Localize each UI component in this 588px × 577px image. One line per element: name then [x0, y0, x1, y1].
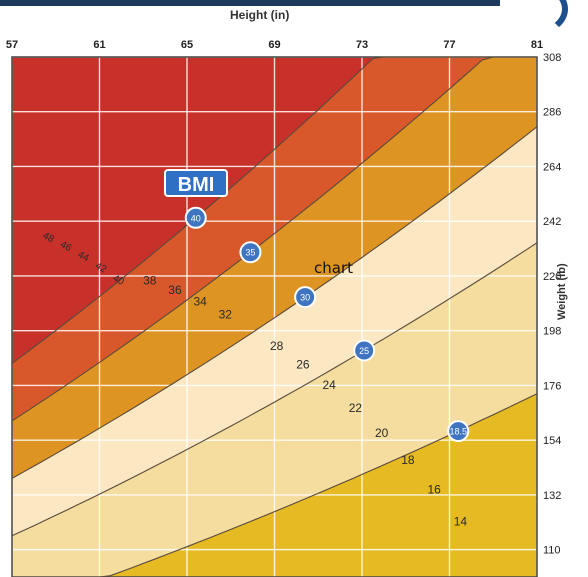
bmi-value-label: 18 [401, 453, 415, 467]
x-tick-label: 65 [181, 39, 193, 51]
bmi-value-label: 44 [76, 249, 91, 264]
bmi-value-label: 20 [375, 426, 389, 440]
y-tick-label: 286 [543, 107, 561, 119]
bmi-value-label: 28 [270, 339, 284, 353]
bmi-value-label: 36 [168, 283, 182, 297]
bmi-value-label: 22 [349, 401, 363, 415]
x-tick-label: 61 [93, 39, 105, 51]
bmi-badge: BMI [164, 169, 228, 197]
bmi-value-label: 46 [58, 239, 73, 254]
x-tick-labels: 57 61 65 69 73 77 81 [6, 39, 543, 51]
bmi-boundary-line [11, 126, 538, 479]
x-axis-title: Height (in) [230, 8, 290, 22]
bmi-value-label: 16 [428, 483, 442, 497]
plot-frame [11, 56, 538, 577]
bmi-marker-label: 25 [359, 346, 369, 356]
bmi-marker-label: 40 [191, 213, 201, 223]
bmi-value-label: 48 [41, 230, 56, 245]
bmi-marker-label: 18.5 [449, 427, 467, 437]
x-tick-label: 57 [6, 39, 18, 51]
bmi-value-label: 42 [93, 261, 108, 276]
bmi-value-label: 24 [323, 378, 337, 392]
bmi-marker [447, 420, 470, 443]
bmi-boundary-line [11, 242, 538, 537]
bmi-band [12, 57, 537, 421]
y-tick-label: 264 [543, 161, 561, 173]
bmi-marker [353, 339, 376, 362]
bmi-value-label: 38 [143, 273, 157, 287]
y-tick-label: 198 [543, 326, 561, 338]
y-tick-label: 308 [543, 52, 561, 64]
bmi-boundary-line [11, 56, 537, 422]
chart-annotation: chart [314, 259, 353, 277]
bmi-value-label: 26 [296, 358, 310, 372]
y-tick-label: 242 [543, 216, 561, 228]
x-tick-label: 81 [531, 39, 543, 51]
bmi-value-label: 40 [111, 273, 126, 288]
y-tick-label: 176 [543, 380, 561, 392]
bmi-boundary-line [11, 56, 537, 364]
bmi-marker [294, 286, 317, 309]
bmi-marker-label: 30 [300, 293, 310, 303]
bmi-marker [184, 206, 207, 229]
bmi-marker-label: 35 [245, 248, 255, 258]
bmi-badge-label: BMI [178, 174, 215, 196]
annotation: chart [314, 259, 353, 277]
y-tick-label: 154 [543, 435, 561, 447]
bmi-value-label: 32 [219, 308, 233, 322]
grid-lines [11, 56, 538, 577]
x-tick-label: 73 [356, 39, 368, 51]
bmi-badge-box [164, 169, 228, 197]
bmi-band [12, 57, 537, 364]
bmi-value-label: 14 [454, 515, 468, 529]
bmi-marker [239, 241, 262, 264]
y-tick-label: 132 [543, 490, 561, 502]
y-tick-labels: 308 286 264 242 220 198 176 154 132 110 [543, 52, 561, 557]
x-tick-label: 77 [443, 39, 455, 51]
bmi-value-label: 34 [193, 294, 207, 308]
y-tick-label: 110 [543, 545, 561, 557]
logo-arc [498, 0, 568, 36]
top-header-bar [0, 0, 500, 6]
bmi-markers: 40 35 30 25 18.5 [184, 206, 470, 443]
y-tick-label: 220 [543, 271, 561, 283]
bmi-band [12, 393, 537, 577]
x-tick-label: 69 [268, 39, 280, 51]
